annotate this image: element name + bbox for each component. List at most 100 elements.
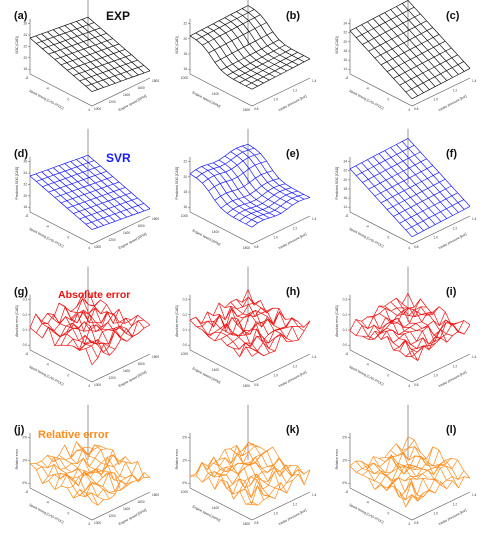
z-tick-label: 0%	[342, 481, 347, 485]
mesh-line	[247, 289, 311, 328]
y-tick-label: 1200	[109, 238, 116, 242]
z-tick-label: 18	[183, 190, 187, 194]
panel-label: (h)	[286, 286, 300, 298]
x-tick-label: 4	[88, 246, 90, 250]
z-tick-label: 26	[23, 160, 27, 164]
z-tick-label: 16	[343, 58, 347, 62]
floor-axes	[189, 211, 311, 245]
mesh-line	[81, 444, 145, 483]
x-tick-label: 0	[388, 373, 390, 377]
mesh-line	[195, 169, 258, 224]
z-tick-label: 24	[343, 22, 347, 26]
z-tick-label: 0.2	[183, 313, 188, 317]
x-tick-label: -8	[345, 214, 348, 218]
mesh-line	[201, 320, 264, 356]
panel-label: (j)	[14, 424, 25, 436]
y-axis-label: Intake pressure [bar]	[278, 232, 307, 250]
z-axis-label: SOC [CAD]	[335, 36, 339, 53]
surface-mesh	[349, 436, 471, 508]
z-tick-label: 18	[343, 187, 347, 191]
z-tick-label: 0.1	[183, 328, 188, 332]
z-axis-label: SOC [CAD]	[15, 36, 19, 53]
mesh-line	[213, 314, 276, 352]
panel-h: (h) 0.0 0.1 0.2 0.3 1000 1400 1800 0.8 1.0 1.2 1.4 A…	[175, 266, 317, 388]
mesh-line	[230, 151, 293, 206]
row-title: SVR	[106, 151, 131, 165]
z-tick-label: 14	[343, 205, 347, 209]
z-tick-label: 26	[23, 22, 27, 26]
z-axis-label: Predicted SOC [CAD]	[335, 167, 339, 200]
row-title: Relative error	[38, 429, 110, 441]
mesh-line	[64, 163, 128, 218]
mesh-line	[202, 153, 261, 184]
z-tick-label: 1%	[342, 458, 347, 462]
x-tick-label: 1000	[181, 352, 188, 356]
y-tick-label: 1200	[109, 100, 116, 104]
y-tick-label: 1.0	[433, 98, 438, 102]
x-axis-label: Spark timing [CAD ATDC]	[348, 365, 384, 387]
z-axis-label: Absolute error [CAD]	[175, 306, 179, 337]
x-tick-label: 4	[88, 522, 90, 526]
floor-axes	[29, 349, 151, 383]
x-tick-label: 0	[68, 235, 70, 239]
x-tick-label: 0	[68, 511, 70, 515]
mesh-line	[76, 21, 139, 76]
z-tick-label: 20	[343, 40, 347, 44]
surface-mesh	[189, 441, 311, 506]
x-tick-label: 1400	[212, 368, 219, 372]
row-title: EXP	[106, 9, 130, 23]
mesh-line	[201, 29, 264, 84]
y-axis-label: Intake pressure [bar]	[438, 94, 467, 112]
y-tick-label: 1.0	[433, 236, 438, 240]
x-tick-label: 0	[68, 373, 70, 377]
mesh-line	[29, 37, 93, 92]
mesh-line	[195, 317, 258, 353]
mesh-line	[81, 157, 145, 212]
surface-mesh	[189, 5, 311, 90]
y-tick-label: 1.2	[293, 226, 298, 230]
mesh-line	[47, 31, 110, 86]
mesh-line	[70, 161, 133, 216]
y-axis-label: Intake pressure [bar]	[438, 370, 467, 388]
x-tick-label: 0	[68, 97, 70, 101]
y-axis-label: Intake pressure [bar]	[278, 370, 307, 388]
mesh-line	[236, 451, 299, 478]
mesh-line	[218, 20, 282, 75]
y-tick-label: 1400	[123, 369, 130, 373]
z-tick-label: 0.1	[343, 328, 348, 332]
mesh-line	[76, 441, 139, 481]
y-tick-label: 0.8	[414, 383, 419, 387]
y-tick-label: 0.8	[254, 521, 259, 525]
mesh-line	[29, 462, 93, 502]
mesh-line	[224, 155, 287, 210]
x-axis-label: Spark timing [CAD ATDC]	[348, 89, 384, 111]
mesh-line	[361, 162, 424, 231]
panel-d: (d) SVR 18 20 22 24 26 -8 -4 0 4 1000 1200 1400 1600 18…	[14, 128, 159, 250]
z-tick-label: 0.0	[183, 343, 188, 347]
mesh-line	[41, 171, 104, 226]
mesh-line	[58, 165, 122, 220]
z-tick-label: 0.2	[23, 313, 28, 317]
floor-axes	[349, 73, 471, 107]
mesh-line	[189, 475, 253, 505]
y-tick-label: 0.8	[254, 245, 259, 249]
mesh-line	[189, 35, 253, 90]
y-tick-label: 1800	[152, 355, 159, 359]
x-axis-label: Spark timing [CAD ATDC]	[28, 365, 64, 387]
mesh-line	[52, 167, 116, 222]
y-tick-label: 1.4	[312, 217, 317, 221]
mesh-line	[201, 462, 264, 501]
y-axis-label: Intake pressure [bar]	[278, 94, 307, 112]
mesh-line	[214, 170, 273, 201]
floor-axes	[29, 487, 151, 521]
mesh-line	[195, 147, 255, 179]
y-tick-label: 1.4	[312, 493, 317, 497]
mesh-line	[195, 462, 258, 506]
y-tick-label: 1200	[109, 514, 116, 518]
y-tick-label: 1.0	[433, 374, 438, 378]
mesh-line	[87, 16, 151, 72]
x-tick-label: 1400	[212, 230, 219, 234]
mesh-line	[396, 298, 459, 332]
x-tick-label: 0	[388, 235, 390, 239]
